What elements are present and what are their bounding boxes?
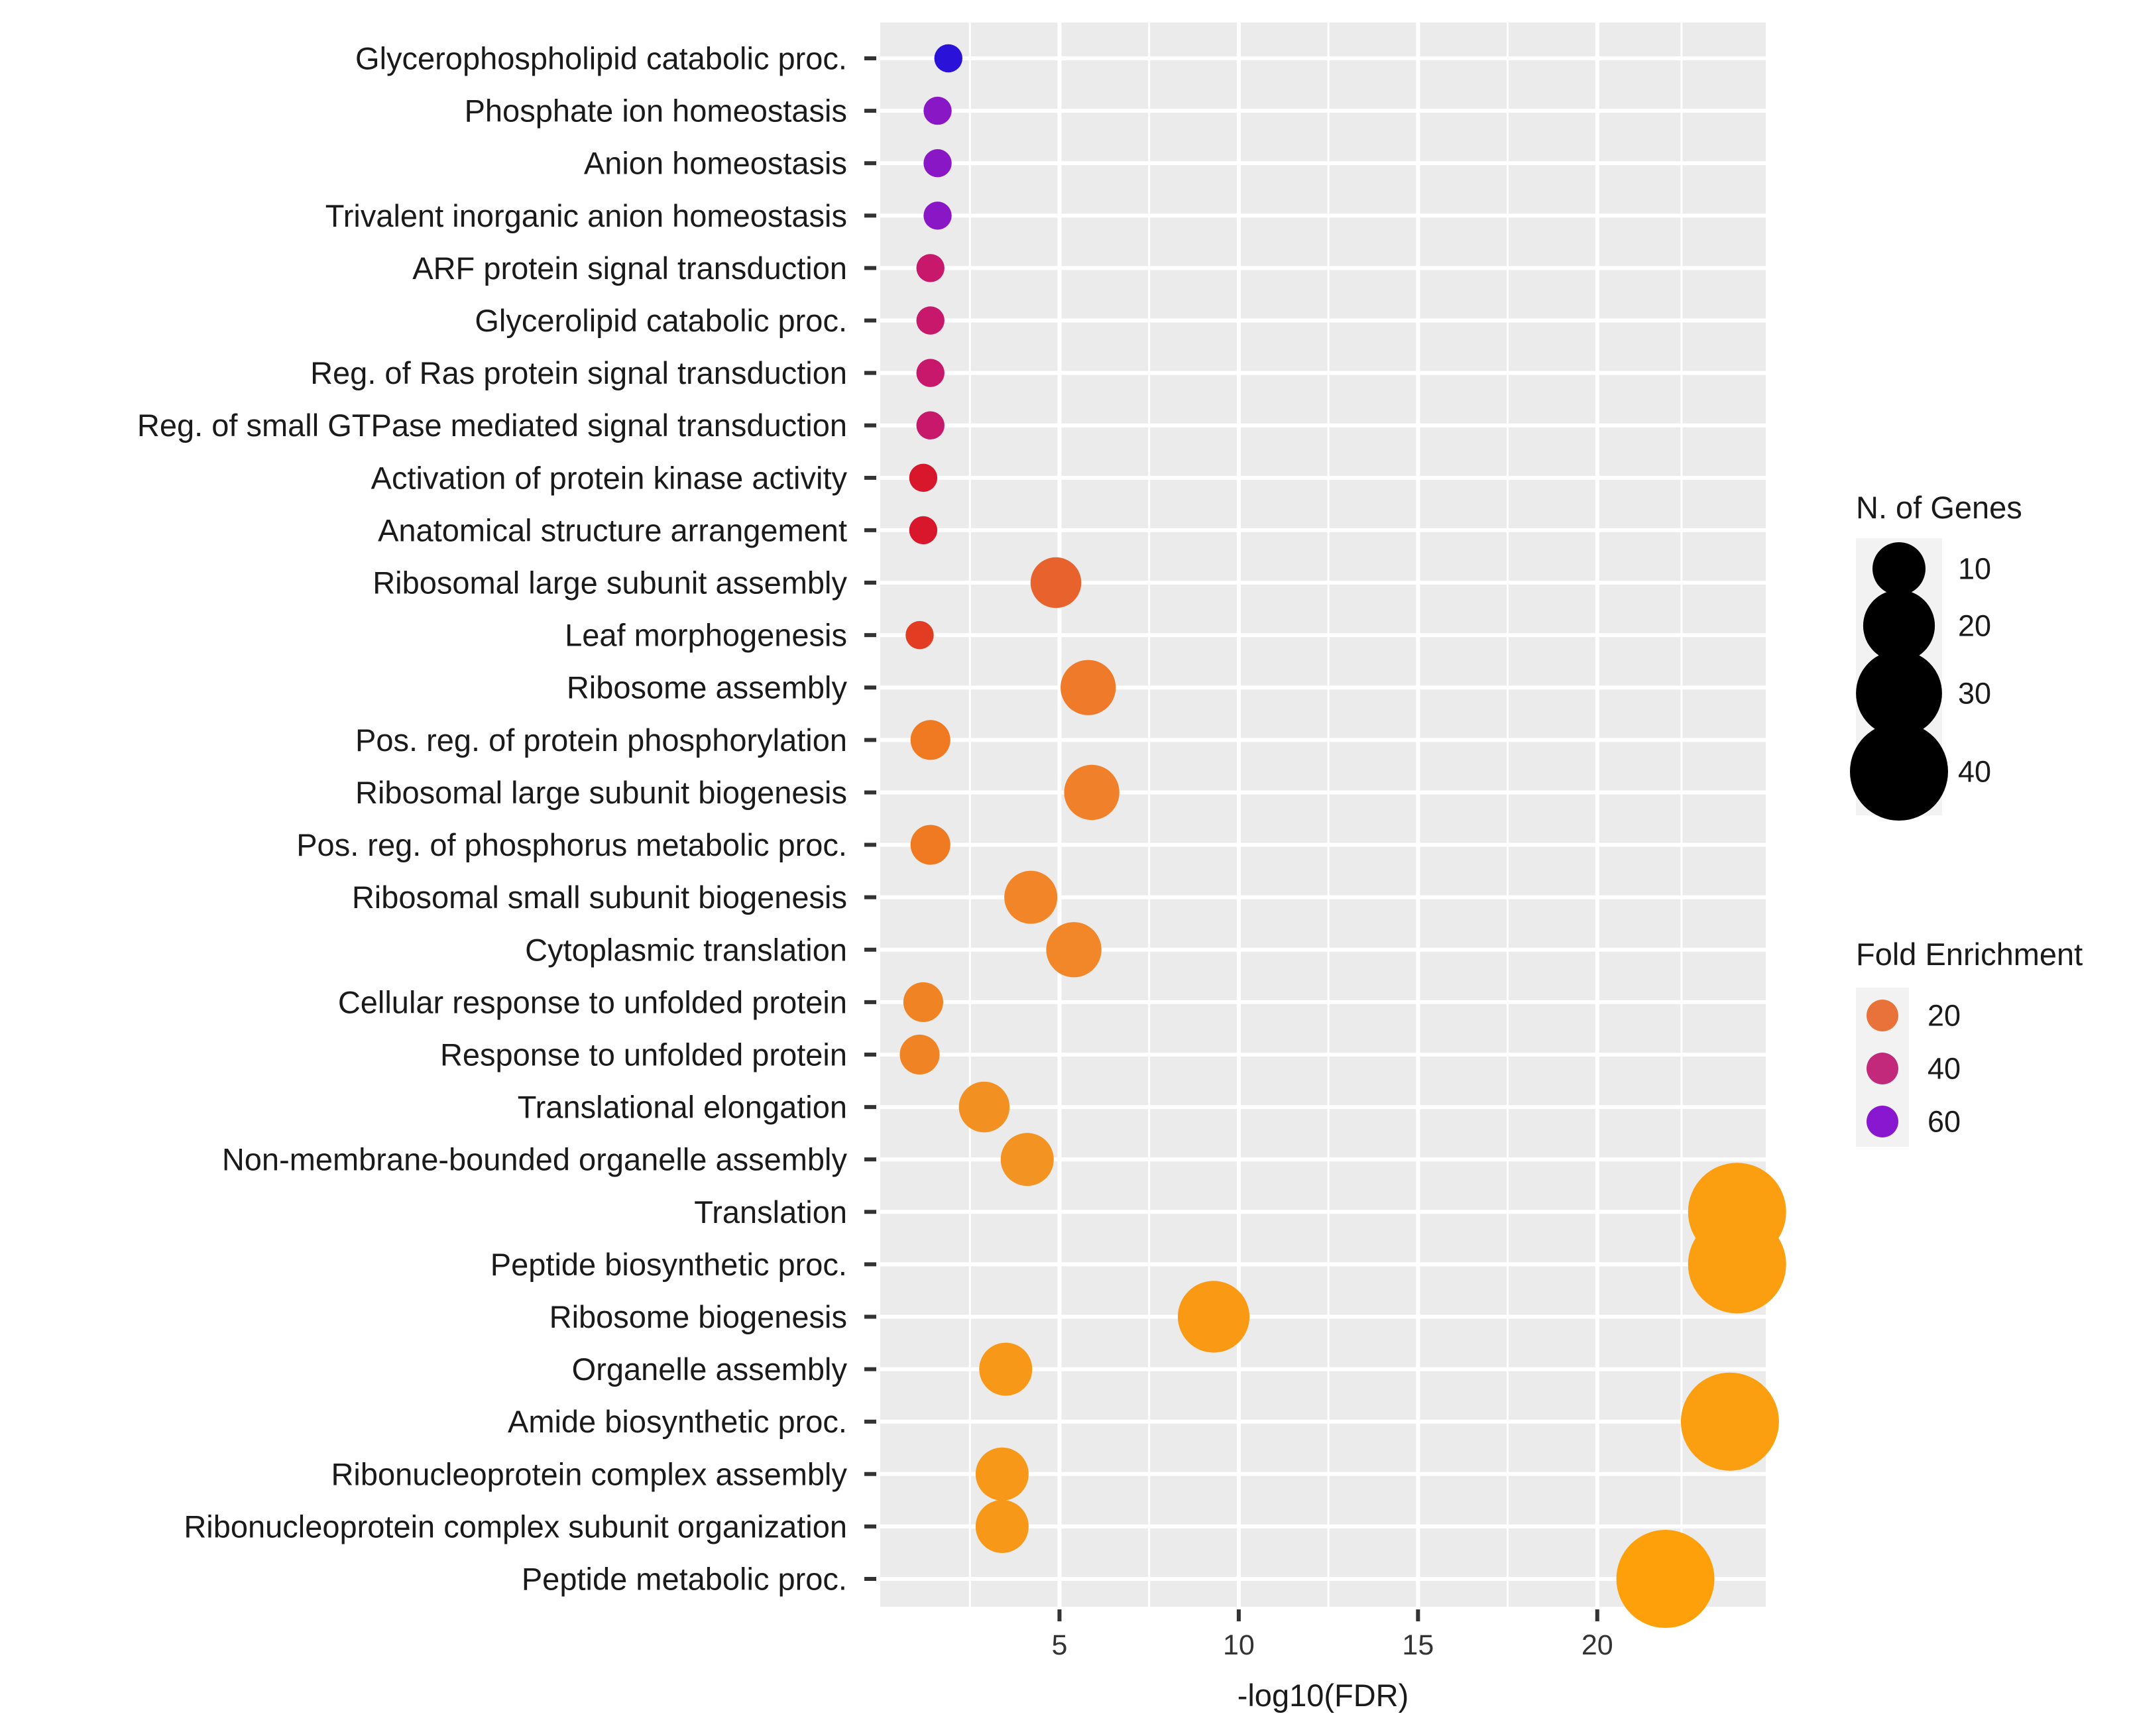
data-point (916, 306, 945, 335)
category-label: Translational elongation (518, 1090, 847, 1125)
category-label: Organelle assembly (572, 1352, 848, 1387)
size-legend-key (1863, 589, 1935, 662)
size-legend-label: 10 (1958, 552, 1991, 586)
data-point (910, 720, 950, 760)
data-point (923, 202, 952, 230)
size-legend-key (1850, 723, 1948, 821)
size-legend-key (1856, 650, 1942, 736)
category-label: Response to unfolded protein (440, 1037, 847, 1072)
data-point (899, 1034, 940, 1075)
category-label: Reg. of small GTPase mediated signal tra… (137, 408, 847, 443)
x-tick-label: 10 (1223, 1629, 1255, 1661)
x-axis-title: -log10(FDR) (1237, 1678, 1409, 1713)
category-label: ARF protein signal transduction (412, 251, 847, 286)
data-point (1177, 1281, 1250, 1353)
category-label: Ribosome biogenesis (549, 1299, 847, 1334)
size-legend-label: 40 (1958, 755, 1991, 789)
color-legend-label: 20 (1928, 999, 1961, 1033)
category-label: Glycerolipid catabolic proc. (475, 303, 847, 338)
data-point (1616, 1530, 1715, 1628)
data-point (909, 516, 938, 545)
category-label: Peptide metabolic proc. (522, 1562, 847, 1597)
color-legend-title: Fold Enrichment (1856, 937, 2083, 972)
x-axis: 5 10 15 20 (1051, 1609, 1613, 1661)
category-label: Reg. of Ras protein signal transduction (310, 355, 847, 390)
category-label: Ribosomal large subunit assembly (373, 565, 847, 601)
size-legend-label: 20 (1958, 609, 1991, 643)
category-label: Translation (694, 1194, 847, 1230)
data-point (1030, 557, 1082, 608)
category-label: Non-membrane-bounded organelle assembly (222, 1142, 848, 1177)
data-point (1680, 1372, 1779, 1471)
grid-lines (880, 23, 1766, 1607)
data-point (975, 1447, 1029, 1501)
category-label: Peptide biosynthetic proc. (490, 1247, 847, 1282)
data-point (934, 44, 962, 73)
data-point (923, 96, 952, 125)
plot-panel (880, 23, 1766, 1607)
data-point (905, 620, 934, 650)
x-tick-label: 20 (1582, 1629, 1613, 1661)
color-legend-label: 60 (1928, 1105, 1961, 1139)
size-legend-label: 30 (1958, 677, 1991, 711)
color-legend-label: 40 (1928, 1052, 1961, 1086)
data-point (1000, 1133, 1054, 1186)
data-point (903, 982, 943, 1022)
color-legend-key (1867, 1106, 1898, 1137)
x-tick-label: 15 (1402, 1629, 1434, 1661)
data-point (916, 359, 945, 387)
data-point (909, 463, 938, 492)
size-legend-key (1872, 542, 1926, 595)
category-label: Cytoplasmic translation (525, 932, 847, 967)
x-tick-label: 5 (1051, 1629, 1067, 1661)
data-point (1046, 922, 1102, 978)
data-point (979, 1342, 1033, 1396)
data-point (910, 825, 950, 865)
category-label: Trivalent inorganic anion homeostasis (325, 198, 847, 233)
category-label: Anion homeostasis (584, 146, 847, 181)
size-legend: N. of Genes 10 20 30 40 (1850, 490, 2022, 821)
size-legend-title: N. of Genes (1856, 490, 2022, 525)
data-point (923, 149, 952, 178)
category-label: Pos. reg. of phosphorus metabolic proc. (296, 827, 847, 862)
data-point (975, 1499, 1029, 1553)
y-axis: Glycerophospholipid catabolic proc. Phosp… (137, 41, 876, 1597)
data-point (1004, 870, 1058, 924)
category-label: Ribosomal small subunit biogenesis (352, 880, 847, 915)
data-points (899, 44, 1786, 1628)
color-legend-key (1867, 1053, 1898, 1084)
data-point (1688, 1215, 1786, 1314)
category-label: Ribosomal large subunit biogenesis (355, 775, 847, 810)
data-point (958, 1081, 1010, 1133)
category-label: Ribonucleoprotein complex subunit organi… (184, 1509, 847, 1544)
category-label: Amide biosynthetic proc. (508, 1404, 847, 1439)
category-label: Ribosome assembly (567, 670, 848, 705)
category-label: Cellular response to unfolded protein (338, 984, 847, 1019)
color-legend: Fold Enrichment 20 40 60 (1856, 937, 2083, 1147)
category-label: Phosphate ion homeostasis (465, 93, 847, 129)
category-label: Ribonucleoprotein complex assembly (331, 1456, 847, 1491)
data-point (1061, 660, 1116, 715)
category-label: Anatomical structure arrangement (378, 512, 847, 548)
data-point (1064, 764, 1120, 821)
category-label: Pos. reg. of protein phosphorylation (355, 723, 847, 758)
category-label: Leaf morphogenesis (565, 618, 847, 653)
data-point (916, 411, 945, 439)
color-legend-key (1867, 1000, 1898, 1031)
category-label: Glycerophospholipid catabolic proc. (355, 41, 847, 76)
data-point (916, 254, 945, 282)
category-label: Activation of protein kinase activity (371, 460, 848, 495)
